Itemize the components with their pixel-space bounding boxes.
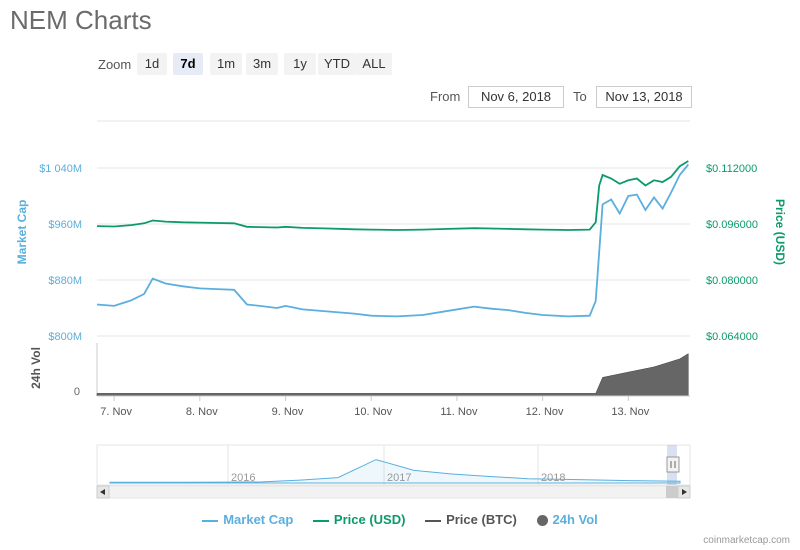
left-tick-label: $880M [48, 275, 82, 287]
legend-item-price-usd[interactable]: Price (USD) [312, 512, 406, 527]
left-tick-label: $1 040M [39, 163, 82, 175]
x-tick-label: 12. Nov [526, 406, 564, 418]
from-date-input[interactable]: Nov 6, 2018 [468, 86, 564, 108]
navigator-year-label: 2018 [541, 472, 565, 484]
right-axis-ticks: $0.064000 $0.080000 $0.096000 $0.112000 [706, 163, 758, 343]
right-tick-label: $0.064000 [706, 331, 758, 343]
legend-label: 24h Vol [552, 512, 598, 527]
legend-label: Price (USD) [333, 512, 406, 527]
navigator-year-label: 2017 [387, 472, 411, 484]
navigator-labels: 2016 2017 2018 [231, 472, 565, 484]
legend-label: Price (BTC) [446, 512, 517, 527]
gridlines [97, 120, 690, 337]
to-label: To [573, 89, 587, 104]
volume-area-shape [96, 353, 689, 397]
zoom-3m-button[interactable]: 3m [246, 53, 278, 75]
legend-item-market-cap[interactable]: Market Cap [202, 512, 293, 527]
scrollbar-track[interactable] [96, 485, 691, 499]
volume-tick-label: 0 [74, 386, 80, 398]
zoom-1y-button[interactable]: 1y [284, 53, 316, 75]
navigator-gridlines [227, 445, 539, 485]
price-usd-series-line [96, 160, 689, 231]
zoom-1m-button[interactable]: 1m [210, 53, 242, 75]
left-axis-title: Market Cap [15, 200, 29, 265]
zoom-all-button[interactable]: ALL [356, 53, 392, 75]
market-cap-series-line [96, 163, 689, 318]
x-tick-label: 8. Nov [186, 406, 218, 418]
left-axis-ticks: $800M $880M $960M $1 040M [39, 163, 82, 343]
right-tick-label: $0.080000 [706, 275, 758, 287]
x-tick-label: 9. Nov [272, 406, 304, 418]
zoom-label: Zoom [98, 57, 132, 72]
right-axis-title: Price (USD) [773, 199, 787, 265]
legend-line-icon [312, 519, 329, 522]
right-tick-label: $0.096000 [706, 219, 758, 231]
to-date-input[interactable]: Nov 13, 2018 [596, 86, 692, 108]
legend-line-icon [202, 519, 219, 522]
x-tick-label: 11. Nov [440, 406, 478, 418]
zoom-7d-button[interactable]: 7d [173, 53, 203, 75]
legend-line-icon [425, 519, 442, 522]
scroll-left-icon [100, 489, 105, 495]
legend-item-price-btc[interactable]: Price (BTC) [425, 512, 517, 527]
legend-label: Market Cap [223, 512, 294, 527]
scrollbar-thumb[interactable] [666, 486, 678, 498]
zoom-ytd-button[interactable]: YTD [318, 53, 356, 75]
left-tick-label: $800M [48, 331, 82, 343]
left-tick-label: $960M [48, 219, 82, 231]
scroll-right-icon [682, 489, 687, 495]
from-label: From [430, 89, 461, 104]
legend-dot-icon [536, 515, 548, 527]
zoom-1d-button[interactable]: 1d [137, 53, 167, 75]
navigator-handle[interactable] [666, 456, 680, 473]
x-tick-label: 7. Nov [100, 406, 132, 418]
right-tick-label: $0.112000 [706, 163, 757, 175]
chart-legend: Market Cap Price (USD) Price (BTC) 24h V… [0, 512, 800, 527]
navigator-year-label: 2016 [231, 472, 255, 484]
legend-item-24h-vol[interactable]: 24h Vol [536, 512, 598, 527]
page-title: NEM Charts [10, 5, 152, 35]
credits-link[interactable]: coinmarketcap.com [703, 535, 790, 546]
x-tick-label: 13. Nov [611, 406, 649, 418]
x-tick-label: 10. Nov [354, 406, 392, 418]
x-axis-ticks: 7. Nov 8. Nov 9. Nov 10. Nov 11. Nov 12. Nov 1… [100, 396, 650, 418]
navigator-series-line [109, 459, 681, 484]
volume-area [96, 353, 689, 397]
volume-axis-title: 24h Vol [29, 347, 43, 389]
